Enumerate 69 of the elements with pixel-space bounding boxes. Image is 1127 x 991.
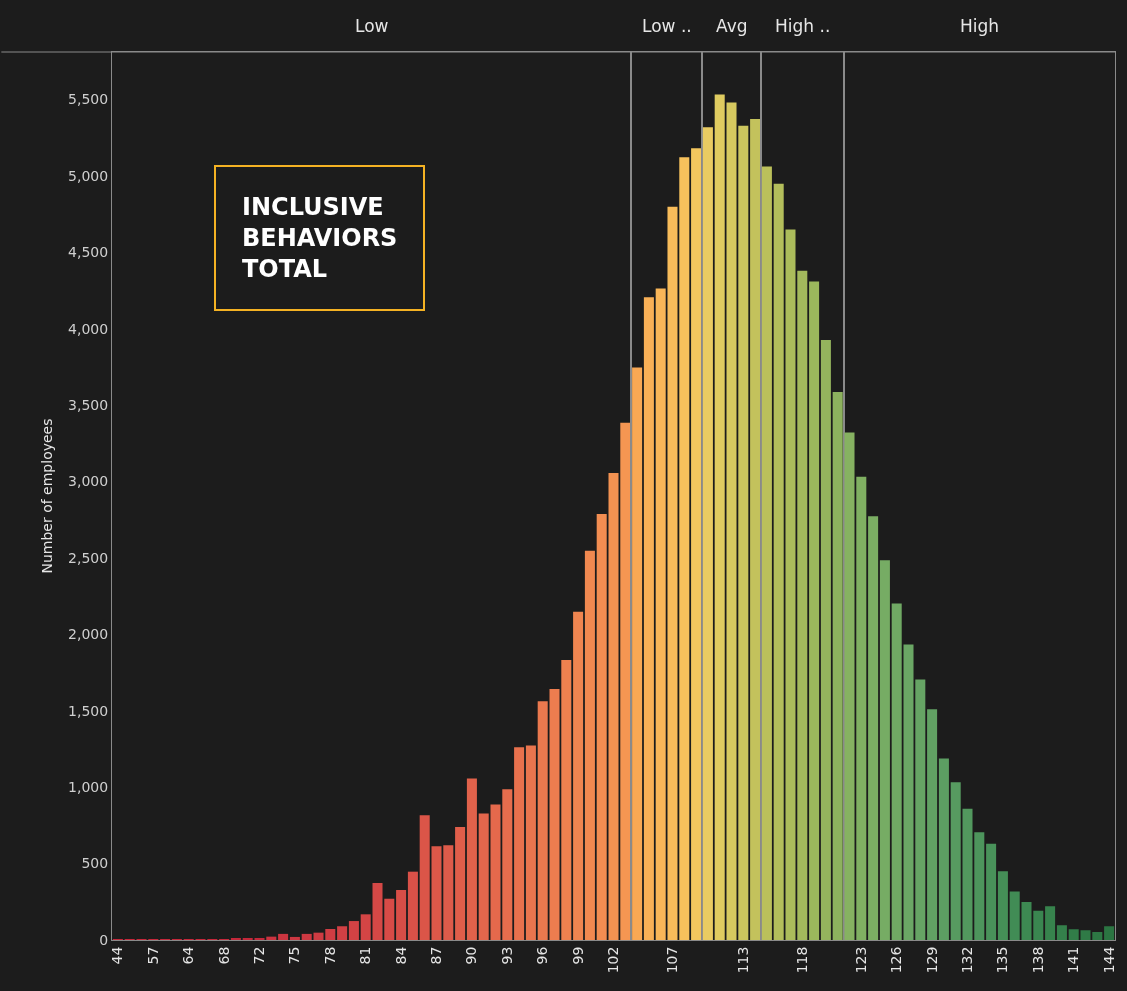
x-tick-label: 123: [852, 946, 869, 974]
chart-title: Low: [355, 16, 389, 36]
x-tick-label: 68: [215, 946, 232, 965]
x-tick-label: 126: [888, 946, 905, 974]
x-tick-label: 84: [392, 946, 409, 965]
bar: [1104, 926, 1115, 940]
x-tick-label: 135: [994, 946, 1011, 974]
bar: [986, 843, 997, 940]
x-tick-label: 107: [664, 946, 681, 974]
bar: [407, 871, 418, 940]
bar: [868, 516, 879, 940]
bar: [809, 281, 820, 940]
bar: [289, 936, 300, 940]
y-tick-label: 4,000: [68, 320, 109, 337]
bar: [820, 340, 831, 940]
bar: [514, 747, 525, 940]
x-tick-label: 81: [357, 946, 374, 965]
y-tick-label: 5,000: [68, 167, 109, 184]
bar: [455, 826, 466, 940]
y-tick-label: 1,000: [68, 779, 109, 796]
y-tick-label: 1,500: [68, 702, 109, 719]
bar: [584, 550, 595, 940]
x-tick-label: 113: [734, 946, 751, 974]
x-tick-label: 96: [534, 946, 551, 965]
bar: [348, 921, 359, 940]
y-tick-label: 0: [99, 931, 109, 948]
y-axis-title: Number of employees: [38, 418, 55, 574]
x-tick-label: 44: [109, 946, 126, 965]
bar: [643, 297, 654, 940]
bar: [938, 758, 949, 940]
bar: [1056, 925, 1067, 940]
x-tick-label: 57: [144, 946, 161, 965]
bar: [337, 926, 348, 940]
x-tick-label: 72: [251, 946, 268, 965]
chart-title: High: [960, 16, 1000, 36]
x-tick-label: 64: [180, 946, 197, 965]
x-tick-label: 144: [1100, 946, 1117, 974]
bar: [927, 709, 938, 940]
chart-title: Avg: [716, 16, 748, 36]
y-tick-label: 500: [81, 855, 109, 872]
x-tick-label: 102: [605, 946, 622, 974]
bar: [879, 560, 890, 940]
x-tick-label: 141: [1065, 946, 1082, 974]
x-tick-label: 129: [923, 946, 940, 974]
x-tick-label: 118: [793, 946, 810, 974]
y-tick-label: 3,000: [68, 473, 109, 490]
x-tick-label: 75: [286, 946, 303, 965]
y-tick-label: 2,500: [68, 549, 109, 566]
bar: [278, 933, 289, 940]
y-tick-label: 3,500: [68, 396, 109, 413]
bar: [525, 745, 536, 940]
x-tick-label: 90: [463, 946, 480, 965]
bar: [466, 778, 477, 940]
y-tick-label: 4,500: [68, 244, 109, 261]
annotation: INCLUSIVE BEHAVIORS TOTAL: [242, 193, 398, 284]
x-tick-label: 99: [569, 946, 586, 965]
bar: [997, 871, 1008, 940]
chart-title: High ..: [775, 16, 831, 36]
bar: [396, 890, 407, 940]
chart-title: Low ..: [642, 16, 692, 36]
y-tick-label: 5,500: [68, 91, 109, 108]
x-tick-label: 78: [321, 946, 338, 965]
x-tick-label: 132: [959, 946, 976, 974]
x-tick-label: 93: [498, 946, 515, 965]
bar: [1045, 906, 1056, 940]
x-tick-label: 87: [428, 946, 445, 965]
x-tick-label: 138: [1029, 946, 1046, 974]
bar: [573, 611, 584, 940]
y-tick-label: 2,000: [68, 626, 109, 643]
